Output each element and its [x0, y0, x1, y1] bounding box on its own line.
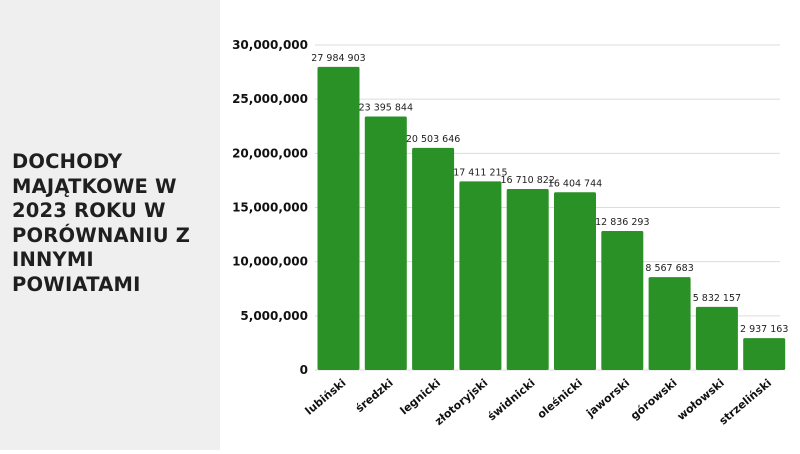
x-tick-label: świdnicki [485, 376, 537, 423]
data-label: 5 832 157 [693, 293, 741, 304]
data-label: 23 395 844 [359, 103, 413, 114]
data-label: 17 411 215 [453, 167, 507, 178]
bar [743, 338, 786, 370]
chart-title: DOCHODY MAJĄTKOWE W 2023 ROKU W PORÓWNAN… [12, 150, 191, 296]
x-axis: lubiński średzki legnickizłotoryjskiświdni… [303, 376, 774, 428]
data-label: 2 937 163 [740, 324, 788, 335]
y-tick-label: 20,000,000 [232, 146, 308, 160]
bar [554, 192, 596, 370]
data-label: 16 404 744 [548, 178, 602, 189]
data-label-layer: 27 984 903 23 395 844 20 503 646 17 411 215… [311, 53, 788, 335]
data-label: 16 710 822 [500, 175, 554, 186]
x-tick-label: strzeliński [717, 376, 774, 427]
x-tick-label: legnicki [398, 376, 443, 417]
bar [648, 277, 691, 370]
y-axis: 0 5,000,000 10,000,000 15,000,000 20,000,000… [232, 38, 308, 377]
bar [601, 230, 644, 370]
bar [364, 116, 407, 371]
y-tick-label: 10,000,000 [232, 255, 308, 269]
x-tick-label: górowski [628, 376, 679, 422]
x-tick-label: jaworski [583, 376, 632, 420]
data-label: 8 567 683 [645, 263, 693, 274]
bar [459, 181, 502, 370]
bar [506, 188, 549, 370]
bar-chart: 27 984 903 23 395 844 20 503 646 17 411 215… [232, 38, 788, 428]
y-tick-label: 25,000,000 [232, 92, 308, 106]
data-label: 20 503 646 [406, 134, 460, 145]
data-label: 12 836 293 [595, 217, 649, 228]
y-tick-label: 30,000,000 [232, 38, 308, 52]
x-tick-label: oleśnicki [535, 376, 585, 421]
y-tick-label: 15,000,000 [232, 201, 308, 215]
bar [695, 306, 738, 370]
bar [317, 66, 360, 371]
bar [412, 147, 455, 370]
chart-area: 27 984 903 23 395 844 20 503 646 17 411 215… [220, 0, 800, 450]
x-tick-label: średzki [353, 376, 396, 415]
title-panel: DOCHODY MAJĄTKOWE W 2023 ROKU W PORÓWNAN… [0, 0, 220, 450]
y-tick-label: 5,000,000 [240, 309, 308, 323]
x-tick-label: lubiński [303, 376, 349, 417]
data-label: 27 984 903 [311, 53, 365, 64]
bar-layer [317, 66, 786, 371]
y-tick-label: 0 [300, 363, 308, 377]
